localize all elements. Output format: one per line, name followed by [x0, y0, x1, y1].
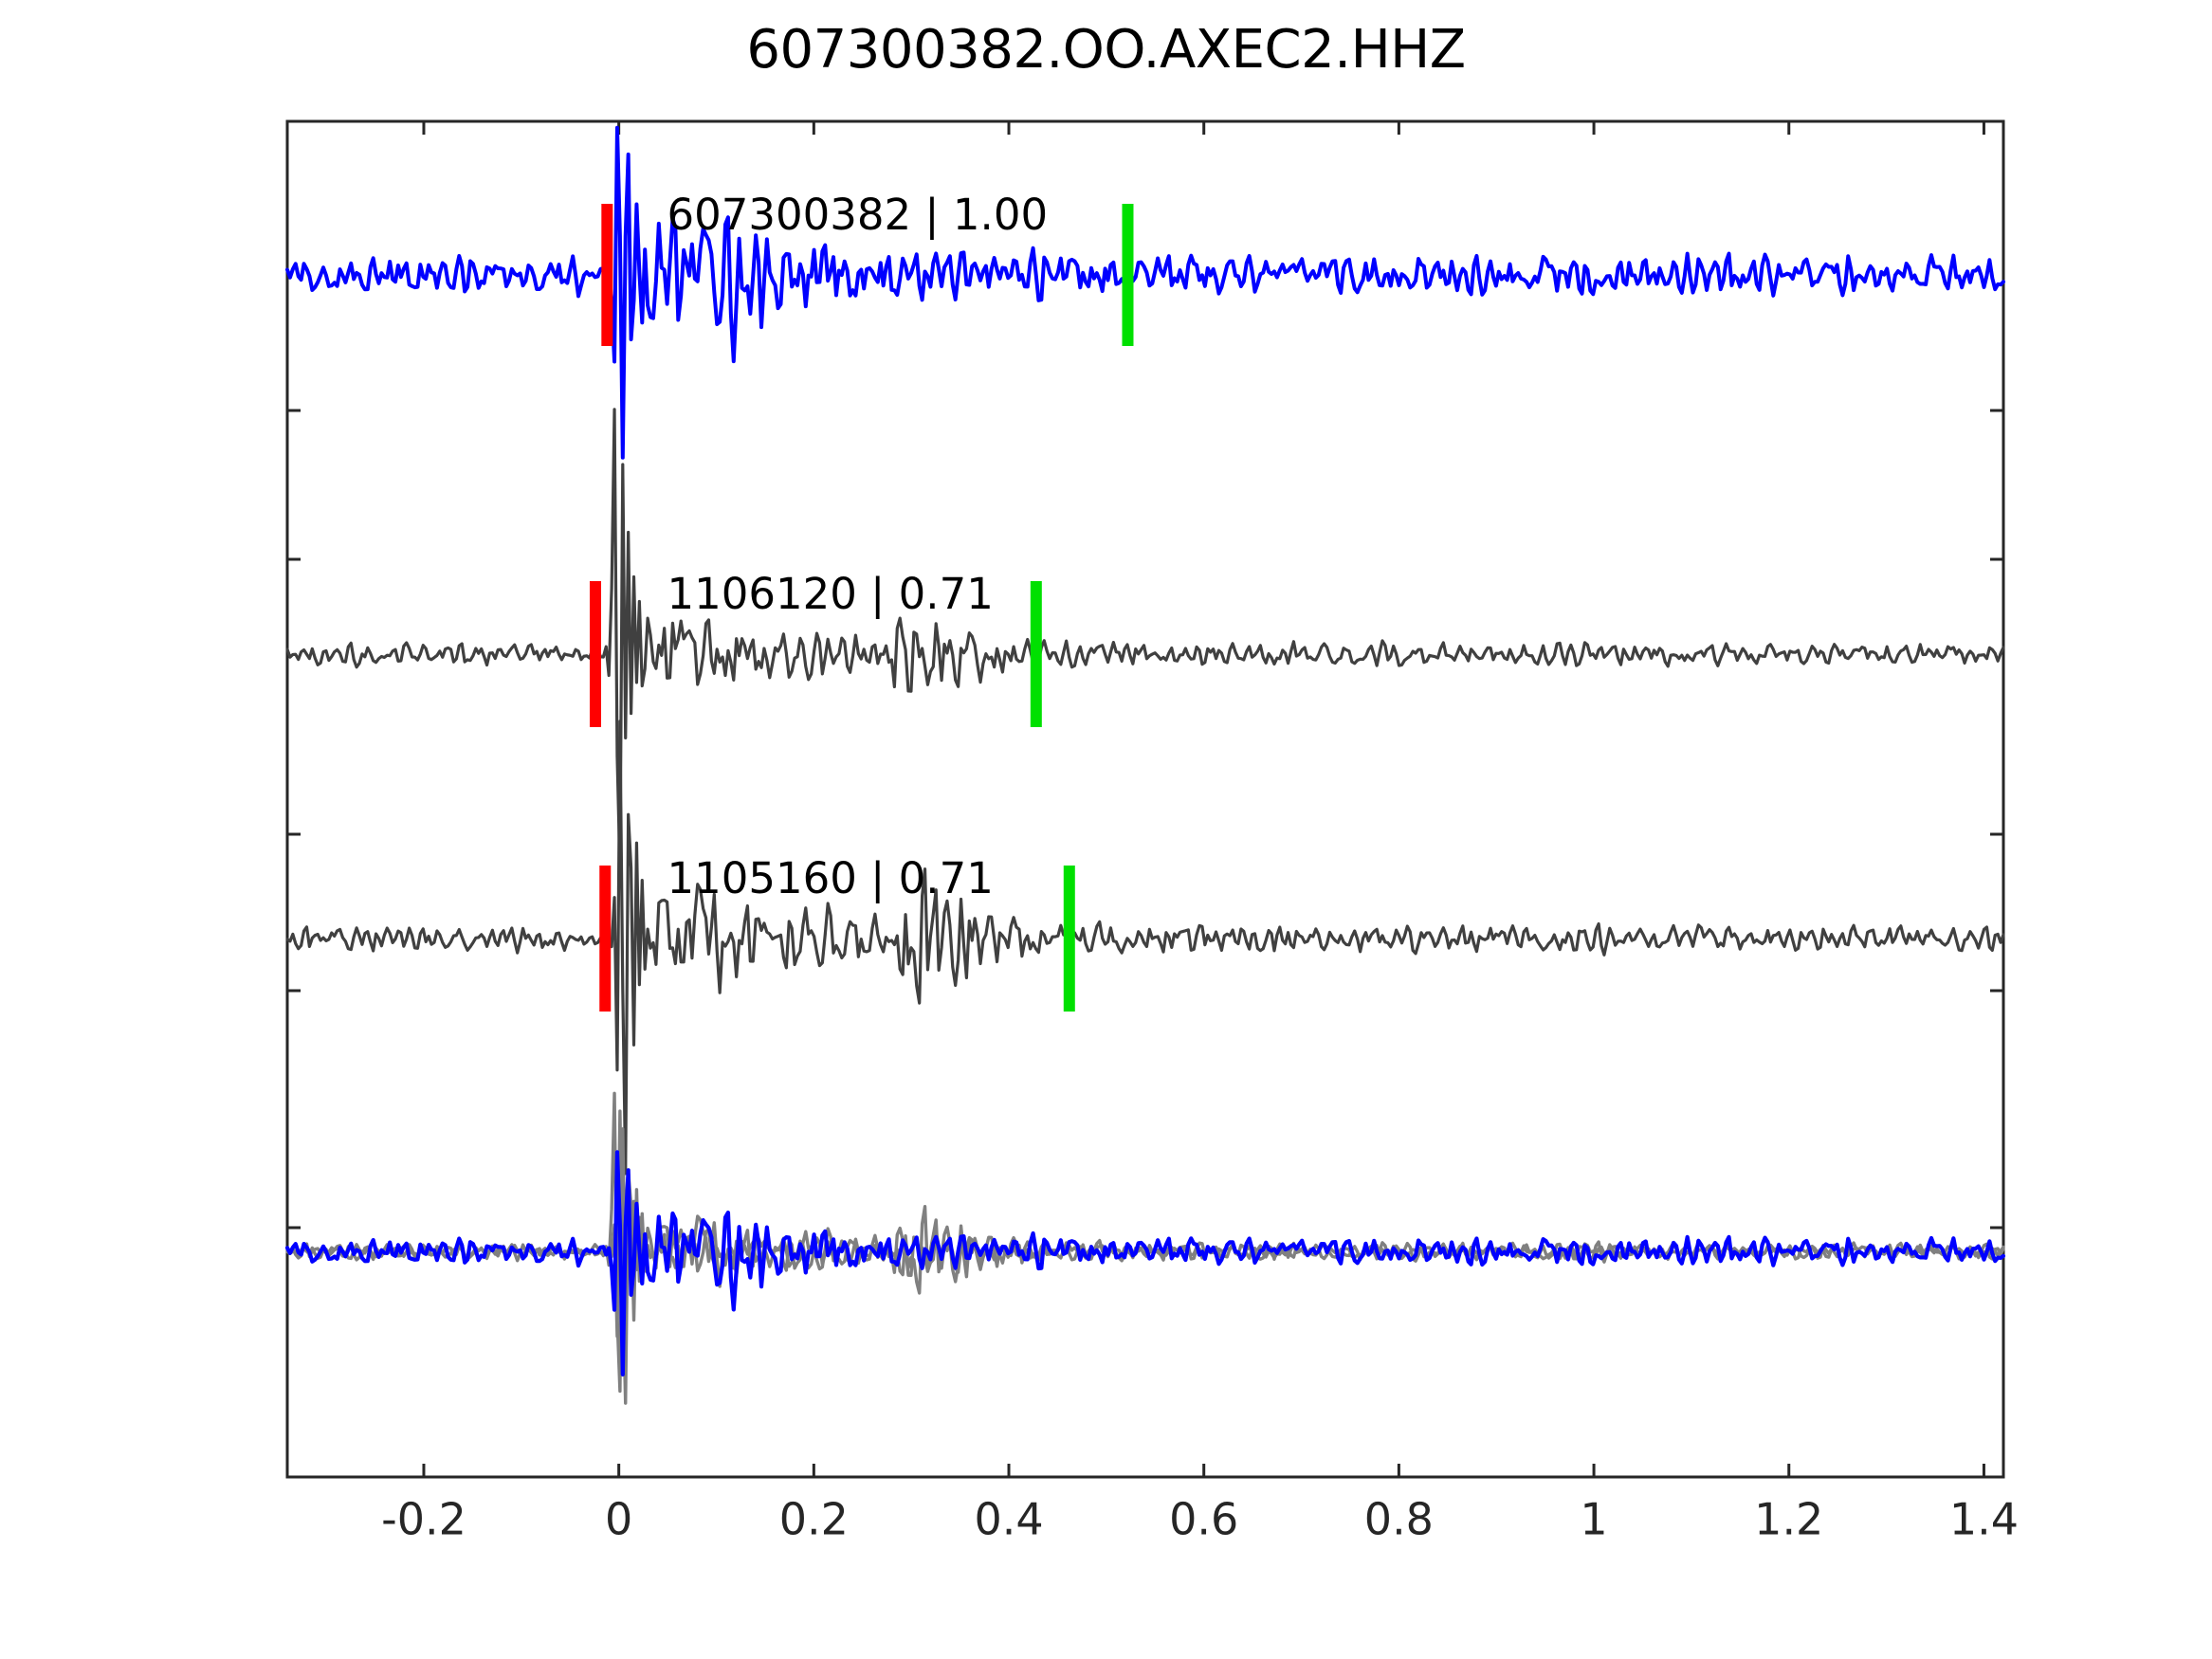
- x-tick-label: 0: [605, 1493, 632, 1544]
- p-pick-marker: [589, 581, 601, 727]
- pick-markers: [589, 204, 1134, 1012]
- x-tick-labels: -0.2 0 0.2 0.4 0.6 0.8 1 1.2 1.4: [381, 1493, 2019, 1544]
- s-pick-marker: [1122, 204, 1134, 346]
- x-tick-label: -0.2: [381, 1493, 466, 1544]
- x-tick-label: 1.4: [1949, 1493, 2019, 1544]
- s-pick-marker: [1030, 581, 1042, 727]
- waveform-trace: [285, 408, 2005, 872]
- waveform-trace: [285, 720, 2005, 1176]
- trace-labels: 607300382 | 1.00 1106120 | 0.71 1105160 | …: [667, 190, 1048, 903]
- trace-label: 1105160 | 0.71: [667, 853, 993, 903]
- overlay-trace-gray: [285, 1091, 2005, 1394]
- x-tick-label: 0.4: [974, 1493, 1043, 1544]
- x-tick-label: 1.2: [1754, 1493, 1823, 1544]
- overlay-trace-gray: [285, 1109, 2005, 1405]
- p-pick-marker: [599, 866, 612, 1012]
- waveform-traces: [284, 125, 2006, 1405]
- trace-label: 607300382 | 1.00: [667, 190, 1048, 240]
- p-pick-marker: [601, 204, 613, 346]
- axes-frame: [285, 119, 2005, 1479]
- trace-label: 1106120 | 0.71: [667, 569, 993, 619]
- overlay-trace-blue: [284, 1150, 2006, 1376]
- s-pick-marker: [1063, 866, 1075, 1012]
- page-title: 607300382.OO.AXEC2.HHZ: [746, 19, 1466, 81]
- x-tick-label: 0.2: [779, 1493, 849, 1544]
- axes-border: [285, 119, 2005, 1479]
- x-tick-label: 0.8: [1364, 1493, 1434, 1544]
- x-tick-label: 1: [1580, 1493, 1607, 1544]
- x-tick-label: 0.6: [1169, 1493, 1238, 1544]
- waveform-trace: [285, 125, 2005, 460]
